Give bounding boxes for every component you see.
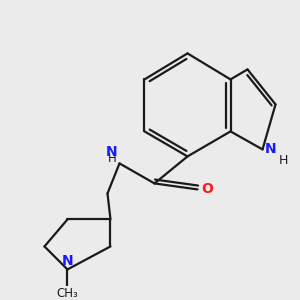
Text: N: N [62,254,73,268]
Text: O: O [201,182,213,197]
Text: CH₃: CH₃ [57,287,78,300]
Text: N: N [106,145,117,159]
Text: N: N [265,142,277,156]
Text: H: H [108,152,117,165]
Text: H: H [279,154,288,167]
